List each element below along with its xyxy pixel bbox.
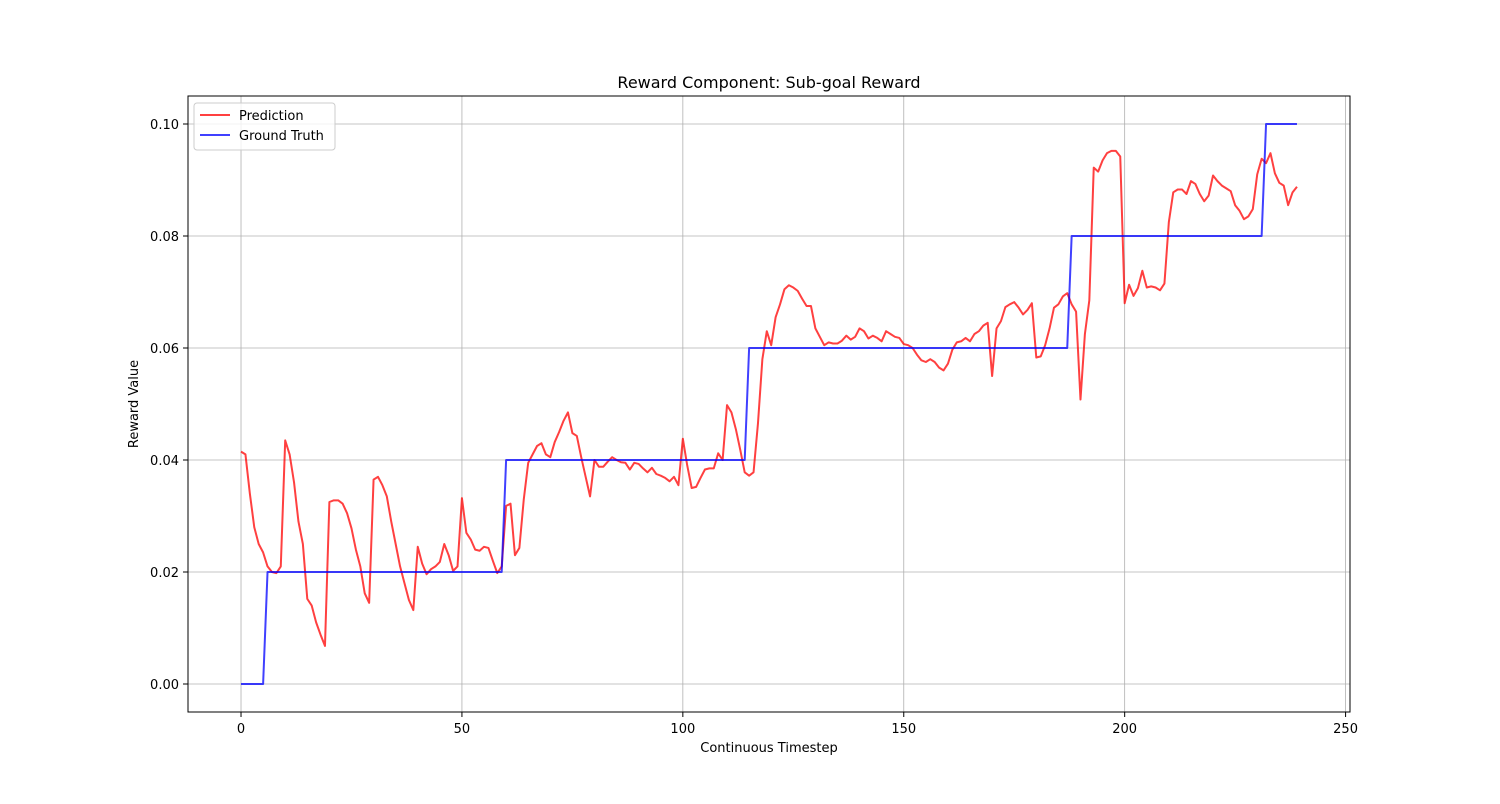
chart-title: Reward Component: Sub-goal Reward — [617, 73, 920, 92]
x-tick-label: 100 — [670, 722, 695, 737]
y-tick-label: 0.06 — [150, 342, 179, 357]
y-tick-label: 0.10 — [150, 118, 179, 133]
y-tick-label: 0.04 — [150, 454, 179, 469]
legend-label-prediction: Prediction — [239, 109, 304, 124]
y-axis-label: Reward Value — [127, 360, 142, 448]
x-axis-label: Continuous Timestep — [700, 741, 838, 756]
x-tick-label: 150 — [891, 722, 916, 737]
legend: Prediction Ground Truth — [193, 102, 336, 151]
x-tick-label: 50 — [454, 722, 471, 737]
x-tick-label: 200 — [1112, 722, 1137, 737]
x-tick-label: 250 — [1333, 722, 1358, 737]
axes-frame — [187, 95, 1351, 713]
axis-ticks: 0 50 100 150 200 250 0.00 0.02 0.04 0.06 0.08 0.10 — [150, 118, 1358, 737]
x-tick-label: 0 — [237, 722, 245, 737]
series-line-prediction — [240, 149, 1298, 647]
y-tick-label: 0.00 — [150, 678, 179, 693]
plot-area — [240, 123, 1298, 685]
legend-label-ground-truth: Ground Truth — [239, 129, 324, 144]
y-tick-label: 0.08 — [150, 230, 179, 245]
series-line-ground-truth — [241, 123, 1297, 685]
y-tick-label: 0.02 — [150, 566, 179, 581]
